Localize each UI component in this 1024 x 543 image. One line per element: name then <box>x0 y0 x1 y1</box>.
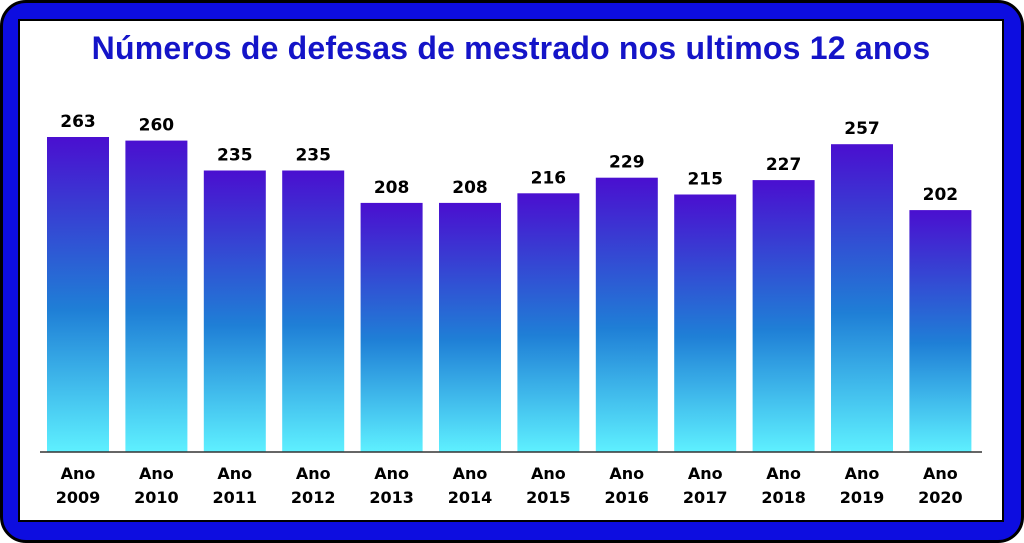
bar-2010 <box>125 140 188 452</box>
data-label-2014: 208 <box>452 178 488 198</box>
bar-2016 <box>595 177 658 452</box>
data-label-2019: 257 <box>844 119 880 139</box>
x-tick-label-2014-prefix: Ano <box>453 464 488 483</box>
x-tick-label-2014-year: 2014 <box>448 488 493 507</box>
x-tick-label-2020-prefix: Ano <box>923 464 958 483</box>
x-tick-label-2010-prefix: Ano <box>139 464 174 483</box>
tick-labels-group: Ano 2009 Ano 2010 Ano 2011 Ano 2012 Ano 2013 Ano 20… <box>56 464 963 507</box>
x-tick-label-2019-prefix: Ano <box>845 464 880 483</box>
data-label-2011: 235 <box>217 146 253 166</box>
bar-2009 <box>47 137 109 452</box>
data-label-2010: 260 <box>139 116 175 136</box>
x-tick-label-2010-year: 2010 <box>134 488 179 507</box>
bar-2012 <box>282 170 345 452</box>
bar-2011 <box>203 170 266 452</box>
bar-2020 <box>909 210 972 452</box>
bar-2015 <box>517 193 580 453</box>
bar-2019 <box>831 144 893 452</box>
bar-2014 <box>439 202 501 452</box>
x-tick-label-2013-prefix: Ano <box>374 464 409 483</box>
x-tick-label-2009-prefix: Ano <box>61 464 96 483</box>
data-label-2009: 263 <box>60 112 96 132</box>
x-tick-label-2018-year: 2018 <box>761 488 806 507</box>
chart-title: Números de defesas de mestrado nos ultim… <box>91 30 931 66</box>
x-tick-label-2011-year: 2011 <box>213 488 258 507</box>
x-tick-label-2012-prefix: Ano <box>296 464 331 483</box>
data-label-2018: 227 <box>766 155 802 175</box>
data-label-2015: 216 <box>531 168 567 188</box>
data-label-2016: 229 <box>609 153 645 173</box>
x-tick-label-2019-year: 2019 <box>840 488 885 507</box>
x-tick-label-2015-year: 2015 <box>526 488 571 507</box>
data-label-2017: 215 <box>687 170 723 190</box>
x-tick-label-2016-prefix: Ano <box>609 464 644 483</box>
data-label-2020: 202 <box>923 185 959 205</box>
x-tick-label-2016-year: 2016 <box>605 488 650 507</box>
bars-group <box>47 137 972 453</box>
data-label-2013: 208 <box>374 178 410 198</box>
x-tick-label-2020-year: 2020 <box>918 488 963 507</box>
x-tick-label-2018-prefix: Ano <box>766 464 801 483</box>
x-tick-label-2009-year: 2009 <box>56 488 101 507</box>
bar-2013 <box>360 202 423 452</box>
bar-2017 <box>674 194 737 452</box>
bar-2018 <box>752 180 815 452</box>
data-label-2012: 235 <box>295 146 331 166</box>
x-tick-label-2017-year: 2017 <box>683 488 728 507</box>
x-tick-label-2011-prefix: Ano <box>217 464 252 483</box>
x-tick-label-2012-year: 2012 <box>291 488 336 507</box>
x-tick-label-2013-year: 2013 <box>369 488 414 507</box>
x-tick-label-2017-prefix: Ano <box>688 464 723 483</box>
x-tick-label-2015-prefix: Ano <box>531 464 566 483</box>
value-labels-group: 263 260 235 235 208 208 216 229 215 227 257 202 <box>60 112 958 205</box>
